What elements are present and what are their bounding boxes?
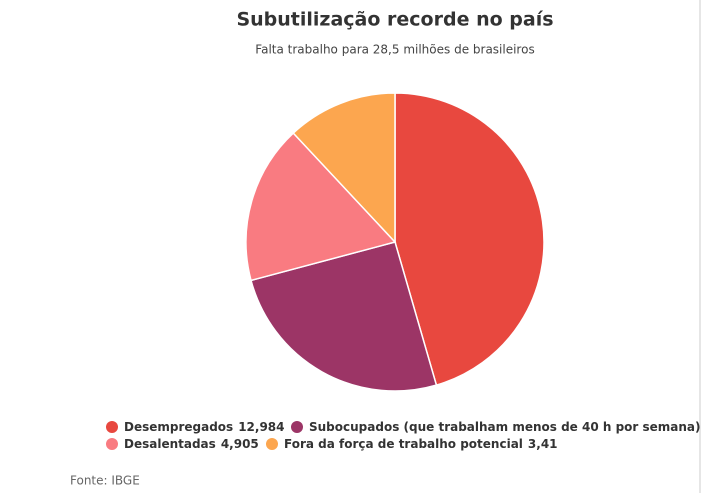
legend-swatch xyxy=(106,421,118,433)
source: Fonte: IBGE xyxy=(70,474,140,488)
legend-value: 3,41 xyxy=(528,437,558,451)
pie-slice xyxy=(292,92,396,244)
pie-slice xyxy=(250,241,438,392)
legend-entry: Desalentadas 4,905 xyxy=(124,437,259,451)
legend-value: 12,984 xyxy=(238,420,284,434)
legend-entry: Desempregados 12,984 xyxy=(124,420,285,434)
chart-subtitle: Falta trabalho para 28,5 milhões de bras… xyxy=(255,43,534,57)
legend-label: Subocupados (que trabalham menos de 40 h… xyxy=(309,420,701,434)
legend-entry: Fora da força de trabalho potencial 3,41 xyxy=(284,437,558,451)
legend-swatch xyxy=(291,421,303,433)
legend-swatch xyxy=(106,438,118,450)
legend-entry: Subocupados (que trabalham menos de 40 h… xyxy=(309,420,701,434)
legend-label: Fora da força de trabalho potencial xyxy=(284,437,523,451)
pie-slice xyxy=(394,92,545,387)
chart-title: Subutilização recorde no país xyxy=(236,9,553,31)
legend-label: Desalentadas xyxy=(124,437,216,451)
legend-value: 4,905 xyxy=(221,437,259,451)
pie-slice xyxy=(245,132,397,282)
legend-label: Desempregados xyxy=(124,420,233,434)
legend-swatch xyxy=(266,438,278,450)
